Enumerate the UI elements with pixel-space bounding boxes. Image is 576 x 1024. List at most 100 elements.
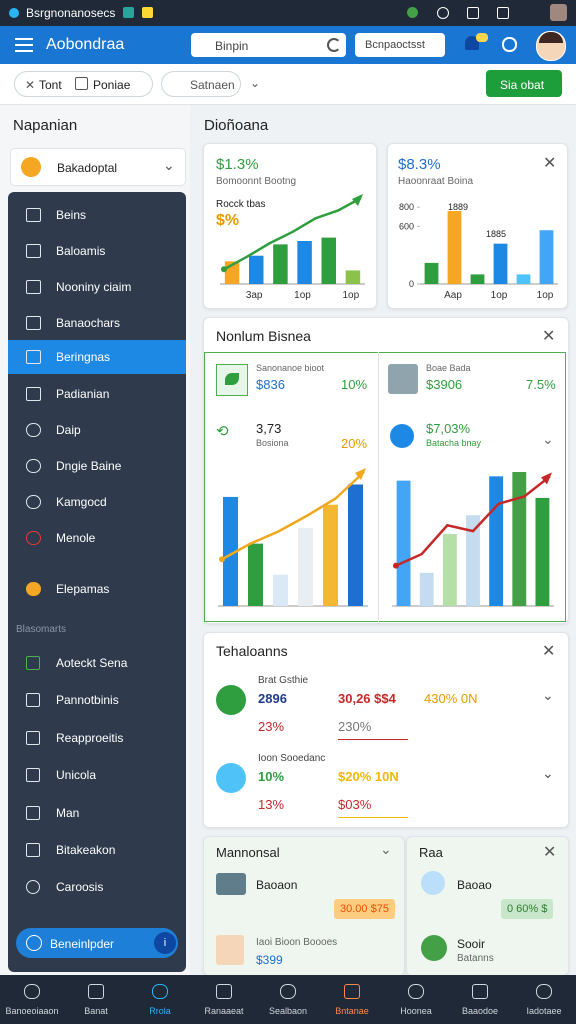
expand[interactable]: ⌄ [542,765,554,781]
bar [516,274,531,284]
person-name: Sooir [457,937,486,951]
chip[interactable]: Poniae [93,78,131,92]
icon [26,316,41,330]
close-button[interactable]: ✕ [543,844,557,861]
avatar[interactable] [536,31,566,61]
thumbnail [388,364,418,394]
nav-item[interactable]: Iadotaee [512,975,576,1024]
sidebar-item[interactable]: Reapproeitis [8,721,186,755]
sidebar-item[interactable]: Bitakeakon [8,833,186,867]
sidebar-item[interactable]: Kamgocd [8,485,186,519]
sidebar-item[interactable]: Aoteckt Sena [8,646,186,680]
metric-card: $8.3% ✕ Haoonraat Boina 1889 1885 0 600 80… [387,143,568,309]
action-button[interactable]: Bcnpaoctsst [355,33,445,57]
item-label: Pannotbinis [56,693,119,708]
close-button[interactable]: ✕ [543,155,557,172]
menu-button[interactable] [15,38,33,52]
arrow-head [352,194,363,206]
header: Aobondraa Binpin Bcnpaoctsst [0,26,576,64]
sidebar-item[interactable]: Dngie Baine [8,449,186,483]
checkbox[interactable] [75,77,88,90]
chart-change: 20% [341,436,368,451]
icon [26,423,41,437]
close-button[interactable]: ✕ [542,643,556,660]
sidebar: Blasomarts Beneinlpder i Beins Baloamis No… [8,192,186,972]
primary-button[interactable]: Sia obat [486,70,562,97]
sidebar-item[interactable]: Daip [8,413,186,447]
metric-subtitle: Haoonraat Boina [398,176,474,187]
item-label: Banaochars [56,316,121,330]
sidebar-item[interactable]: Baloamis [8,234,186,268]
nav-item[interactable]: Bntanae [320,975,384,1024]
status-bar: Bsrgnonanosecs [0,0,576,26]
close-button[interactable]: ✕ [542,328,556,345]
bar [396,480,411,606]
chip[interactable]: Tont [39,78,62,92]
sidebar-item[interactable]: Beins [8,198,186,232]
avatar [216,685,246,715]
toolbar-search[interactable]: Satnaen [161,71,241,97]
dropdown-arrow[interactable]: ⌄ [250,76,261,90]
icon [9,8,19,18]
sidebar-item[interactable]: Man [8,796,186,830]
notification-icon[interactable] [465,36,479,50]
sidebar-section: Blasomarts [16,624,67,635]
search-box[interactable]: Binpin [191,33,346,57]
expand[interactable]: ⌄ [542,687,554,703]
sidebar-item[interactable]: Banaochars [8,306,186,340]
settings-icon[interactable] [502,37,517,52]
toolbar: ✕ Tont Poniae Satnaen ⌄ Sia obat [0,64,576,105]
mini-chart: 0 600 800 Aap 1op 1op [399,202,558,301]
chart-value: $7,03% [426,421,471,436]
nav-label: Hoonea [400,1006,432,1016]
icon [467,7,479,19]
bar [249,255,264,284]
nav-item[interactable]: Sealbaon [256,975,320,1024]
sidebar-item[interactable]: Caroosis [8,870,186,904]
bar [466,515,480,606]
transactions-card: Tehaloanns ✕ Brat Gsthie 2896 30,26 $$4 430… [203,632,569,828]
item-label: Reapproeitis [56,730,124,745]
icon [497,7,509,19]
icon [26,495,41,509]
icon [142,7,153,18]
chart-label: Batacha bnay [426,438,482,448]
nav-label: Bntanae [335,1006,369,1016]
sidebar-item[interactable]: Pannotbinis [8,683,186,717]
nav-item[interactable]: Rrola [128,975,192,1024]
refresh-icon[interactable] [327,38,341,52]
dropdown[interactable]: Bakadoptal ⌄ [10,148,186,186]
row-label: Ioon Sooedanc [258,753,326,764]
search-text: Binpin [215,39,249,53]
nav-item[interactable]: Ranaaeat [192,975,256,1024]
row-value: 2896 [258,691,287,706]
item-label: Beringnas [56,350,111,364]
nav-item[interactable]: Hoonea [384,975,448,1024]
transaction-row[interactable]: Brat Gsthie 2896 30,26 $$4 430% 0N 23% 230% ⌄ [204,675,568,747]
card-title: Mannonsal [216,845,280,860]
sidebar-footer-button[interactable]: Beneinlpder i [16,928,178,958]
nav-icon [152,984,168,999]
sidebar-item[interactable]: Unicola [8,758,186,792]
nav-item[interactable]: Banat [64,975,128,1024]
bar [470,274,485,284]
panel-card: Raa ✕ Baoao 0 60% $ Sooir Batanns [406,836,569,976]
underline [338,817,408,818]
icon [390,424,414,448]
nav-item[interactable]: Banoeoiaaon [0,975,64,1024]
item-label: Nooniny ciaim [56,280,132,294]
sidebar-item[interactable]: Nooniny ciaim [8,270,186,304]
sidebar-item[interactable]: Menole [8,521,186,555]
avatar[interactable] [550,4,567,21]
sidebar-item[interactable]: Elepamas [8,572,186,606]
sidebar-item[interactable]: Beringnas [8,340,186,374]
transaction-row[interactable]: Ioon Sooedanc 10% $20% 10N 13% $03% ⌄ [204,753,568,825]
nav-item[interactable]: Baaodoe [448,975,512,1024]
nav-icon [472,984,488,999]
sidebar-item[interactable]: Padianian [8,377,186,411]
item-label: Bitakeakon [56,843,116,857]
icon [26,208,41,222]
icon [26,582,41,596]
nav-icon [280,984,296,999]
item-label: Unicola [56,768,97,783]
